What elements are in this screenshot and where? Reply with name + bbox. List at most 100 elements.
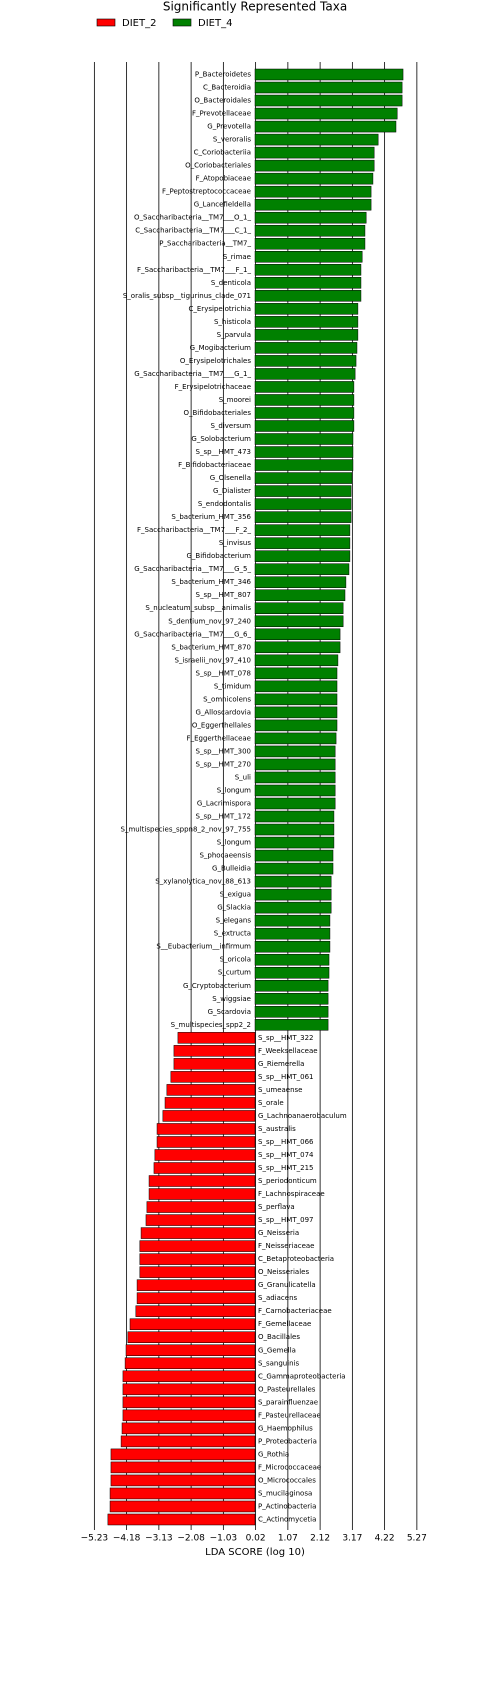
bar: [139, 1253, 256, 1265]
category-label: G_Slackia: [217, 904, 251, 912]
bar: [129, 1318, 256, 1330]
bar: [254, 810, 335, 823]
bar: [254, 120, 397, 133]
bar: [254, 81, 403, 94]
category-label: S_perflava: [258, 1203, 295, 1211]
category-label: S_parvula: [217, 331, 251, 339]
bar: [254, 563, 350, 575]
bar: [254, 745, 336, 758]
legend-swatch: [172, 18, 192, 27]
bar: [254, 901, 332, 914]
category-label: S_longum: [217, 786, 251, 794]
category-label: S_adiacens: [258, 1294, 298, 1302]
category-label: S_curtum: [218, 969, 251, 977]
category-label: S_periodonticum: [258, 1177, 317, 1185]
bar: [254, 875, 332, 888]
legend-swatch: [96, 18, 116, 27]
category-label: S_timidum: [214, 682, 251, 690]
category-label: P_Bacteroidetes: [195, 71, 251, 79]
bar: [148, 1188, 256, 1200]
category-label: F_Saccharibacteria__TM7___F_1_: [137, 266, 251, 274]
bar: [120, 1435, 256, 1448]
bar: [164, 1097, 256, 1109]
bar: [109, 1500, 256, 1513]
chart-title: Significantly Represented Taxa: [163, 0, 347, 14]
bar: [254, 719, 338, 732]
category-label: O_Bifidobacteriales: [183, 409, 251, 417]
bar: [254, 472, 353, 484]
category-label: S_umeaense: [258, 1086, 303, 1094]
bar: [254, 211, 367, 224]
bar: [139, 1266, 256, 1278]
bar: [254, 1006, 329, 1018]
category-label: G_Scardovia: [208, 1008, 251, 1016]
bar: [254, 237, 366, 250]
bar: [254, 589, 346, 601]
category-label: F_Carnobacteriaceae: [258, 1307, 332, 1315]
legend-label: DIET_4: [198, 18, 232, 29]
bar: [122, 1370, 256, 1383]
category-label: G_Solobacterium: [191, 435, 251, 443]
bar: [254, 615, 344, 628]
category-label: G_Olsenella: [210, 474, 251, 482]
bar: [166, 1084, 256, 1096]
bar: [136, 1292, 256, 1304]
category-label: G_Cryptobacterium: [183, 982, 251, 990]
bar: [254, 940, 331, 953]
bar: [148, 1175, 256, 1187]
bar: [254, 68, 404, 81]
bar: [124, 1357, 256, 1370]
bar: [254, 888, 332, 901]
x-tick-label: 4.22: [375, 1534, 395, 1544]
category-label: F_Gemellaceae: [258, 1320, 311, 1328]
bar: [254, 849, 334, 862]
bar: [254, 693, 338, 706]
bar: [254, 993, 329, 1005]
x-tick-label: −5.23: [81, 1534, 109, 1544]
bar: [254, 277, 362, 289]
bar: [254, 172, 374, 185]
category-label: G_Bifidobacterium: [186, 552, 251, 560]
category-label: G_Haemophilus: [258, 1424, 313, 1432]
bar: [110, 1461, 256, 1474]
category-label: G_Bulleidia: [212, 865, 251, 873]
category-label: G_Neisseria: [258, 1229, 299, 1237]
bar: [254, 355, 357, 367]
x-tick-label: 5.27: [407, 1534, 427, 1544]
category-label: O_Erysipelotrichales: [180, 357, 251, 365]
category-label: F_Prevotellaceae: [192, 110, 251, 118]
category-label: S_mucilaginosa: [258, 1489, 312, 1497]
bar: [254, 433, 354, 445]
category-label: S_extructa: [214, 930, 251, 938]
category-label: S_denticola: [211, 279, 251, 287]
bar: [254, 498, 352, 510]
bar: [254, 576, 347, 588]
bar: [254, 667, 338, 680]
category-label: S_sanguinis: [258, 1359, 300, 1367]
bar: [254, 159, 375, 172]
category-label: F_Eggerthellaceae: [187, 734, 251, 742]
bar: [254, 511, 352, 523]
bar: [135, 1305, 256, 1317]
category-label: G_Lacrimispora: [197, 800, 251, 808]
bar: [254, 680, 338, 693]
bar: [254, 316, 359, 328]
category-label: S_wiggsiae: [212, 995, 251, 1003]
bar: [140, 1227, 256, 1239]
category-label: S_israelii_nov_97_410: [175, 656, 251, 664]
bar: [136, 1279, 256, 1291]
category-label: G_Prevotella: [207, 123, 251, 131]
category-label: S_elegans: [216, 917, 252, 925]
bar: [254, 524, 351, 536]
bar: [254, 146, 375, 159]
bar: [254, 446, 354, 458]
category-label: C_Betaproteobacteria: [258, 1255, 334, 1263]
bar: [254, 185, 372, 198]
category-label: S_nucleatum_subsp__animalis: [145, 604, 251, 612]
bar: [153, 1162, 256, 1174]
category-label: G_Riemerella: [258, 1060, 304, 1068]
category-label: F_Neisseriaceae: [258, 1242, 314, 1250]
category-label: S_endodontalis: [198, 500, 251, 508]
bar: [254, 537, 351, 549]
bar: [254, 732, 337, 745]
